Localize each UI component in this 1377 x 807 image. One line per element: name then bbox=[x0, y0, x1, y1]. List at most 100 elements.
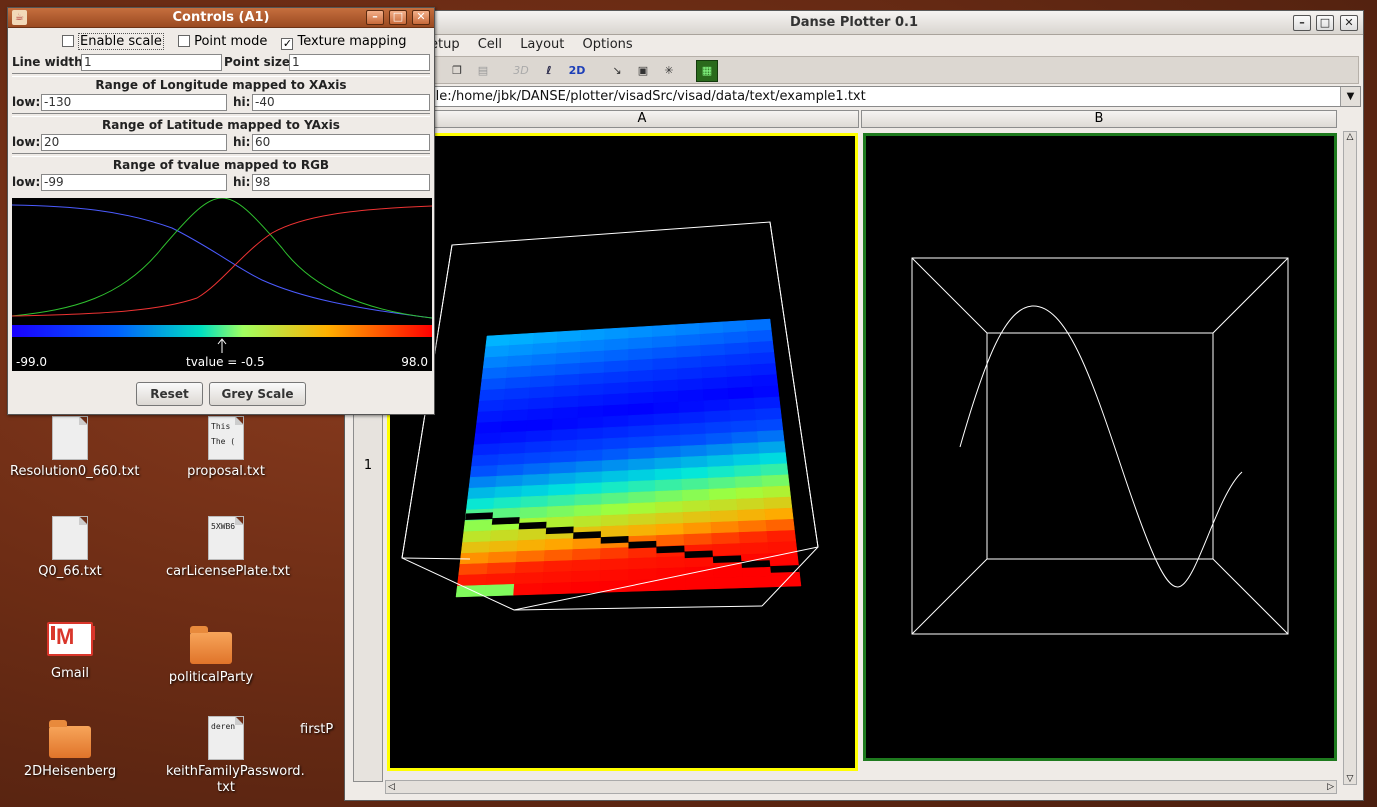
range-x-low-input[interactable]: -130 bbox=[41, 94, 227, 111]
range-y-low-input[interactable]: 20 bbox=[41, 134, 227, 151]
chevron-down-icon[interactable]: ▼ bbox=[1340, 87, 1360, 106]
surface-tile bbox=[601, 481, 629, 494]
desktop-icon-firstp[interactable]: firstP bbox=[300, 722, 344, 737]
surface-tile bbox=[522, 462, 551, 476]
toggle-3d-button[interactable]: 3D bbox=[513, 64, 529, 77]
controls-title: Controls (A1) bbox=[172, 10, 270, 25]
surface-tile bbox=[676, 345, 702, 359]
surface-tile bbox=[651, 324, 677, 338]
surface-tile bbox=[628, 369, 654, 383]
surface-tile bbox=[603, 371, 629, 385]
menu-layout[interactable]: Layout bbox=[520, 37, 565, 52]
surface-tile bbox=[498, 442, 526, 455]
range-y-hi-input[interactable]: 60 bbox=[252, 134, 430, 151]
desktop-icon-keithfamilypassword[interactable]: deren keithFamilyPassword. txt bbox=[166, 716, 305, 796]
line-width-input[interactable]: 1 bbox=[81, 54, 222, 71]
toggle-2d-button[interactable]: 2D bbox=[568, 64, 586, 77]
close-button[interactable]: ✕ bbox=[1340, 15, 1358, 31]
cell-a1[interactable] bbox=[387, 133, 858, 771]
colormap-editor[interactable]: -99.0 tvalue = -0.5 98.0 bbox=[11, 197, 433, 371]
desktop-icon-carlicenseplate[interactable]: 5XWB6 carLicensePlate.txt bbox=[166, 516, 291, 579]
surface-tile bbox=[728, 397, 756, 411]
controls-titlebar[interactable]: ☕ Controls (A1) – □ ✕ bbox=[8, 8, 434, 28]
column-header-a[interactable]: A bbox=[425, 110, 859, 128]
desktop-icon-proposal[interactable]: This The ( proposal.txt bbox=[166, 416, 286, 479]
paste-icon[interactable]: ▤ bbox=[477, 64, 489, 77]
surface-tile bbox=[548, 472, 576, 486]
horizontal-scrollbar[interactable]: ◁ ▷ bbox=[385, 780, 1337, 794]
surface-tile bbox=[604, 327, 629, 341]
reset-button[interactable]: Reset bbox=[136, 382, 203, 406]
maximize-button[interactable]: □ bbox=[389, 10, 407, 25]
surface-tile bbox=[705, 432, 733, 446]
surface-tile bbox=[602, 404, 629, 418]
frame-icon[interactable]: ▣ bbox=[637, 64, 649, 77]
range-y-title: Range of Latitude mapped to YAxis bbox=[102, 118, 340, 132]
surface-tile bbox=[706, 454, 735, 468]
desktop-icon-q0[interactable]: Q0_66.txt bbox=[10, 516, 130, 579]
surface-tile bbox=[727, 386, 755, 400]
surface-tile bbox=[711, 532, 741, 545]
surface-gap bbox=[712, 555, 742, 563]
desktop-icon-label: Gmail bbox=[51, 666, 89, 681]
surface-tile bbox=[702, 388, 730, 401]
minimize-button[interactable]: – bbox=[1293, 15, 1311, 31]
surface-tile bbox=[628, 336, 653, 350]
range-rgb-low-input[interactable]: -99 bbox=[41, 174, 227, 191]
vertical-scrollbar[interactable]: △ ▽ bbox=[1343, 131, 1357, 785]
surface-tile bbox=[550, 439, 578, 453]
surface-tile bbox=[529, 375, 556, 389]
surface-tile bbox=[573, 504, 602, 517]
plotter-titlebar[interactable]: Danse Plotter 0.1 – □ ✕ bbox=[345, 11, 1363, 35]
surface-tile bbox=[504, 376, 531, 390]
surface-tile bbox=[707, 465, 736, 479]
surface-tile bbox=[599, 569, 629, 582]
close-button[interactable]: ✕ bbox=[412, 10, 430, 25]
surface-tile bbox=[519, 506, 548, 520]
desktop-icon-politicalparty[interactable]: politicalParty bbox=[151, 626, 271, 685]
pointer-icon[interactable]: ↘ bbox=[612, 64, 622, 77]
menu-setup[interactable]: etup bbox=[430, 37, 460, 52]
desktop-icon-gmail[interactable]: M Gmail bbox=[10, 622, 130, 681]
surface-tile bbox=[551, 417, 579, 431]
range-x-hi-input[interactable]: -40 bbox=[252, 94, 430, 111]
menu-cell[interactable]: Cell bbox=[477, 37, 503, 52]
surface-tile bbox=[572, 537, 602, 550]
surface-tile bbox=[684, 566, 715, 579]
surface-tile bbox=[571, 559, 601, 572]
surface-tile bbox=[532, 342, 558, 356]
desktop-icon-2dheisenberg[interactable]: 2DHeisenberg bbox=[10, 720, 130, 779]
toggle-3d-java2d-button[interactable]: ℓ bbox=[546, 64, 552, 77]
surface-tile bbox=[753, 396, 781, 410]
desktop-icon-label: carLicensePlate.txt bbox=[166, 564, 291, 579]
surface-tile bbox=[652, 379, 679, 393]
minimize-button[interactable]: – bbox=[366, 10, 384, 25]
file-url-text: ile:/home/jbk/DANSE/plotter/visadSrc/vis… bbox=[432, 89, 866, 104]
surface-tile bbox=[486, 562, 517, 575]
column-header-b[interactable]: B bbox=[861, 110, 1337, 128]
range-rgb-hi-input[interactable]: 98 bbox=[252, 174, 430, 191]
copy-icon[interactable]: ❐ bbox=[452, 64, 462, 77]
point-size-label: Point size: bbox=[224, 55, 295, 69]
texture-mapping-checkbox[interactable]: ✓ Texture mapping bbox=[281, 34, 407, 50]
surface-tile bbox=[732, 453, 761, 467]
desktop-icon-resolution[interactable]: Resolution0_660.txt bbox=[10, 416, 140, 479]
grey-scale-button[interactable]: Grey Scale bbox=[209, 382, 306, 406]
surface-gap bbox=[491, 517, 520, 525]
surface-tile bbox=[482, 356, 509, 369]
menu-options[interactable]: Options bbox=[582, 37, 633, 52]
cell-b1[interactable] bbox=[863, 133, 1337, 761]
surface-tile bbox=[628, 524, 657, 537]
colormap-bar bbox=[12, 325, 432, 337]
point-size-input[interactable]: 1 bbox=[289, 54, 430, 71]
surface-tile bbox=[678, 400, 705, 414]
surface-tile bbox=[524, 440, 552, 454]
enable-scale-checkbox[interactable]: Enable scale bbox=[62, 33, 164, 50]
surface-tile bbox=[503, 387, 531, 401]
file-url-combobox[interactable]: ile:/home/jbk/DANSE/plotter/visadSrc/vis… bbox=[427, 86, 1361, 107]
burst-icon[interactable]: ✳ bbox=[664, 64, 674, 77]
layout-grid-icon[interactable]: ▦ bbox=[696, 60, 718, 82]
maximize-button[interactable]: □ bbox=[1316, 15, 1334, 31]
point-mode-checkbox[interactable]: Point mode bbox=[178, 34, 267, 49]
surface-tile bbox=[484, 583, 515, 597]
